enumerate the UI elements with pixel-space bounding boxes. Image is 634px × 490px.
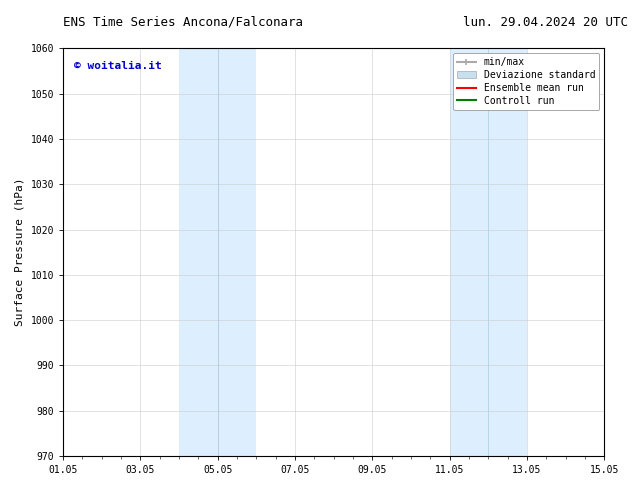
- Bar: [179, 49, 256, 456]
- Text: ENS Time Series Ancona/Falconara: ENS Time Series Ancona/Falconara: [63, 16, 303, 29]
- Y-axis label: Surface Pressure (hPa): Surface Pressure (hPa): [15, 178, 25, 326]
- Text: lun. 29.04.2024 20 UTC: lun. 29.04.2024 20 UTC: [463, 16, 628, 29]
- Text: © woitalia.it: © woitalia.it: [74, 61, 162, 71]
- Legend: min/max, Deviazione standard, Ensemble mean run, Controll run: min/max, Deviazione standard, Ensemble m…: [453, 53, 600, 110]
- Bar: [450, 49, 527, 456]
